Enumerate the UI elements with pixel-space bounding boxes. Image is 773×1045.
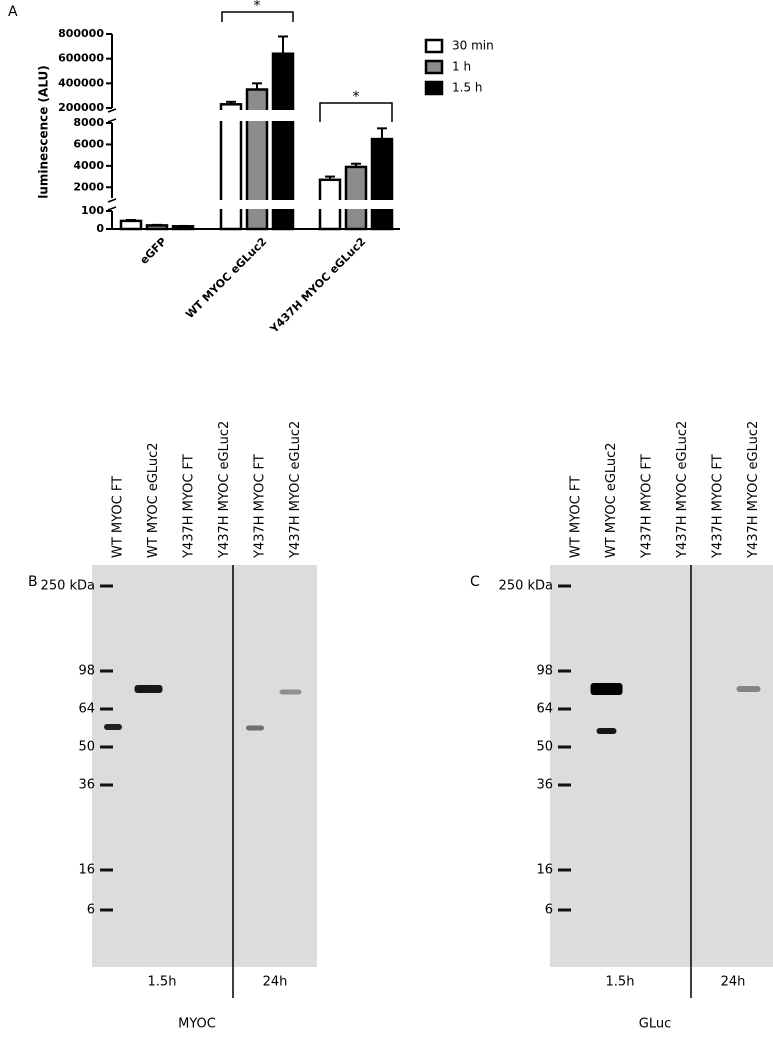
marker-label: 16 — [78, 863, 95, 878]
bar — [344, 165, 368, 231]
bar — [370, 137, 394, 231]
lane-label: WT MYOC eGLuc2 — [604, 442, 619, 558]
lane-label: Y437H MYOC eGLuc2 — [288, 421, 303, 559]
blot-membrane — [550, 565, 773, 967]
band — [104, 724, 122, 730]
band — [246, 725, 264, 731]
blot-membrane — [92, 565, 317, 967]
blot: WT MYOC FT WT MYOC eGLuc2 Y437H MYOC FT Y43… — [41, 421, 317, 1032]
x-tick-label: Y437H MYOC eGLuc2 — [267, 235, 368, 336]
legend-label: 1 h — [452, 60, 471, 74]
group-label: 24h — [721, 975, 746, 990]
band — [736, 686, 761, 692]
marker-label: 250 kDa — [499, 579, 553, 594]
break-mark — [107, 198, 117, 203]
lane-label: WT MYOC FT — [111, 476, 126, 558]
break-mark — [107, 108, 117, 113]
y-tick-label: 400000 — [58, 76, 104, 89]
band — [279, 689, 302, 695]
panel-label: A — [8, 4, 18, 20]
bar — [245, 88, 269, 231]
x-tick-label: WT MYOC eGLuc2 — [183, 235, 269, 321]
axis-break — [116, 200, 406, 209]
group-label: 1.5h — [148, 975, 177, 990]
bar — [271, 52, 295, 231]
panel-label: B — [28, 574, 38, 590]
lane-label: Y437H MYOC FT — [182, 454, 197, 559]
marker-label: 250 kDa — [41, 579, 95, 594]
bar — [171, 225, 195, 231]
legend-label: 1.5 h — [452, 81, 483, 95]
bar — [119, 219, 143, 231]
band — [590, 683, 623, 695]
marker-label: 50 — [536, 740, 553, 755]
legend-label: 30 min — [452, 39, 494, 53]
significance-bracket — [319, 102, 393, 122]
y-tick-label: 2000 — [73, 180, 104, 193]
lane-label: Y437H MYOC FT — [640, 454, 655, 559]
panel-label: C — [470, 574, 480, 590]
y-tick-label: 8000 — [73, 116, 104, 129]
marker-label: 36 — [536, 778, 553, 793]
lane-label: Y437H MYOC FT — [253, 454, 268, 559]
y-tick-label: 6000 — [73, 137, 104, 150]
significance-bracket — [221, 11, 294, 22]
lane-label: Y437H MYOC FT — [711, 454, 726, 559]
break-mark — [107, 206, 117, 211]
y-axis-title: luminescence (ALU) — [37, 65, 51, 199]
marker-label: 64 — [536, 702, 553, 717]
lane-label: Y437H MYOC eGLuc2 — [675, 421, 690, 559]
blot: WT MYOC FT WT MYOC eGLuc2 Y437H MYOC FT Y43… — [499, 421, 773, 1032]
marker-label: 6 — [87, 903, 95, 918]
y-tick-label: 800000 — [58, 27, 104, 40]
y-tick-label: 200000 — [58, 101, 104, 114]
lane-label: Y437H MYOC eGLuc2 — [746, 421, 761, 559]
y-tick-label: 4000 — [73, 159, 104, 172]
marker-label: 6 — [545, 903, 553, 918]
bar — [219, 103, 243, 231]
significance-star: * — [353, 89, 360, 105]
legend-swatch — [424, 80, 444, 96]
bar — [145, 224, 169, 231]
significance-star: * — [254, 0, 261, 14]
lane-label: WT MYOC FT — [569, 476, 584, 558]
marker-label: 16 — [536, 863, 553, 878]
legend-swatch — [424, 38, 444, 54]
marker-label: 98 — [536, 664, 553, 679]
lane-label: Y437H MYOC eGLuc2 — [217, 421, 232, 559]
group-label: 1.5h — [606, 975, 635, 990]
group-label: 24h — [263, 975, 288, 990]
break-mark — [107, 118, 117, 123]
band — [134, 685, 163, 693]
y-tick-label: 600000 — [58, 52, 104, 65]
antibody-label: MYOC — [178, 1017, 216, 1032]
antibody-label: GLuc — [639, 1017, 671, 1032]
marker-label: 36 — [78, 778, 95, 793]
marker-label: 50 — [78, 740, 95, 755]
axis-break — [116, 110, 406, 121]
marker-label: 98 — [78, 664, 95, 679]
y-tick-label: 0 — [96, 222, 104, 235]
band — [596, 728, 617, 734]
x-tick-label: eGFP — [137, 235, 169, 267]
legend-swatch — [424, 59, 444, 75]
y-tick-label: 100 — [81, 204, 104, 217]
lane-label: WT MYOC eGLuc2 — [146, 442, 161, 558]
marker-label: 64 — [78, 702, 95, 717]
